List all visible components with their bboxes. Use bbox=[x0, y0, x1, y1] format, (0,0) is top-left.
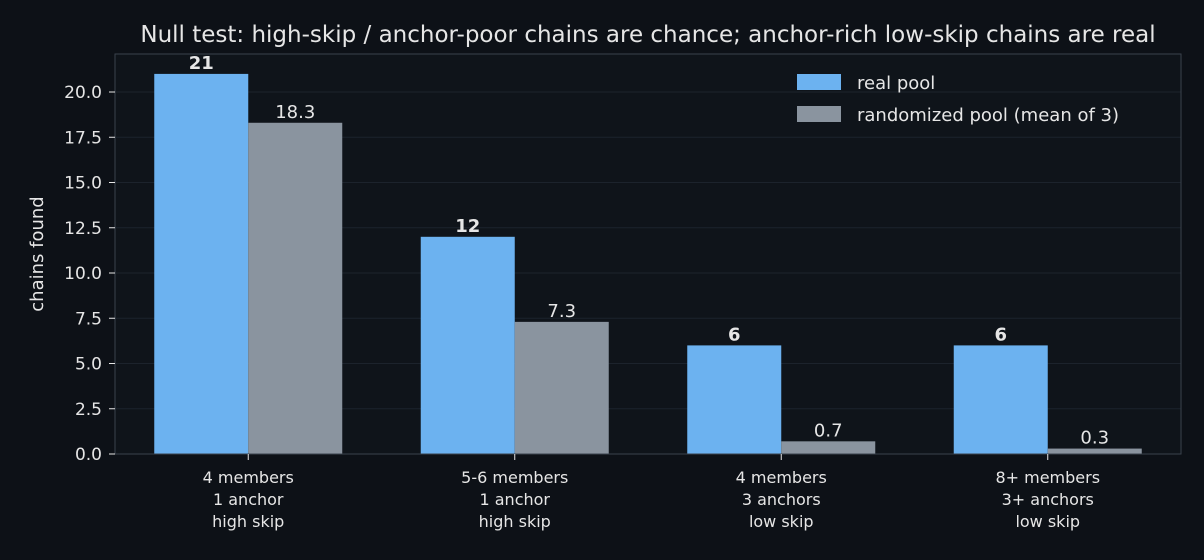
x-tick-label: low skip bbox=[749, 512, 814, 531]
data-labels: 21 18.3 12 7.3 6 0.7 6 0.3 bbox=[189, 53, 1109, 449]
y-tick-label: 12.5 bbox=[64, 219, 102, 239]
bar-value-label: 6 bbox=[994, 324, 1007, 345]
y-tick-label: 17.5 bbox=[64, 128, 102, 148]
plot-frame bbox=[114, 53, 1182, 455]
axes bbox=[114, 53, 1182, 455]
bar-randomized-pool bbox=[781, 441, 876, 454]
bar-value-label: 12 bbox=[455, 216, 480, 237]
bar-real-pool bbox=[953, 345, 1048, 454]
y-tick-label: 7.5 bbox=[75, 309, 102, 329]
x-tick-label: 5-6 members bbox=[461, 468, 568, 487]
bars bbox=[154, 73, 1142, 455]
bar-randomized-pool bbox=[248, 122, 343, 455]
bar-value-label: 18.3 bbox=[275, 102, 315, 123]
bar-real-pool bbox=[154, 73, 249, 455]
bar-value-label: 0.3 bbox=[1080, 428, 1109, 449]
bar-value-label: 7.3 bbox=[547, 301, 576, 322]
x-tick-label: low skip bbox=[1015, 512, 1080, 531]
y-tick-label: 2.5 bbox=[75, 400, 102, 420]
bar-value-label: 6 bbox=[728, 324, 741, 345]
legend-label-randomized-pool: randomized pool (mean of 3) bbox=[857, 105, 1119, 126]
y-tick-label: 20.0 bbox=[64, 83, 102, 103]
chart-title: Null test: high-skip / anchor-poor chain… bbox=[140, 22, 1155, 48]
x-tick-label: 4 members bbox=[736, 468, 827, 487]
x-tick-label: high skip bbox=[479, 512, 551, 531]
x-tick-label: 8+ members bbox=[995, 468, 1100, 487]
bar-randomized-pool bbox=[514, 321, 609, 454]
legend: real pool randomized pool (mean of 3) bbox=[797, 73, 1119, 126]
x-tick-label: 4 members bbox=[203, 468, 294, 487]
y-tick-label: 5.0 bbox=[75, 355, 102, 375]
x-tick-label: 3 anchors bbox=[742, 490, 821, 509]
x-tick-label: 3+ anchors bbox=[1002, 490, 1094, 509]
bar-real-pool bbox=[420, 236, 515, 454]
legend-swatch-randomized-pool bbox=[797, 106, 841, 122]
bar-value-label: 0.7 bbox=[814, 420, 843, 441]
x-ticks: 4 members 1 anchor high skip 5-6 members 1 a… bbox=[203, 454, 1100, 531]
bar-real-pool bbox=[687, 345, 782, 454]
x-tick-label: 1 anchor bbox=[213, 490, 284, 509]
y-tick-label: 15.0 bbox=[64, 174, 102, 194]
y-axis-label: chains found bbox=[27, 196, 48, 311]
y-ticks: 0.0 2.5 5.0 7.5 10.0 12.5 15.0 17.5 20.0 bbox=[64, 83, 115, 465]
legend-swatch-real-pool bbox=[797, 74, 841, 90]
x-tick-label: high skip bbox=[212, 512, 284, 531]
y-tick-label: 0.0 bbox=[75, 445, 102, 465]
bar-randomized-pool bbox=[1047, 448, 1142, 454]
x-tick-label: 1 anchor bbox=[479, 490, 550, 509]
y-tick-label: 10.0 bbox=[64, 264, 102, 284]
bar-value-label: 21 bbox=[189, 53, 214, 74]
legend-label-real-pool: real pool bbox=[857, 73, 935, 94]
